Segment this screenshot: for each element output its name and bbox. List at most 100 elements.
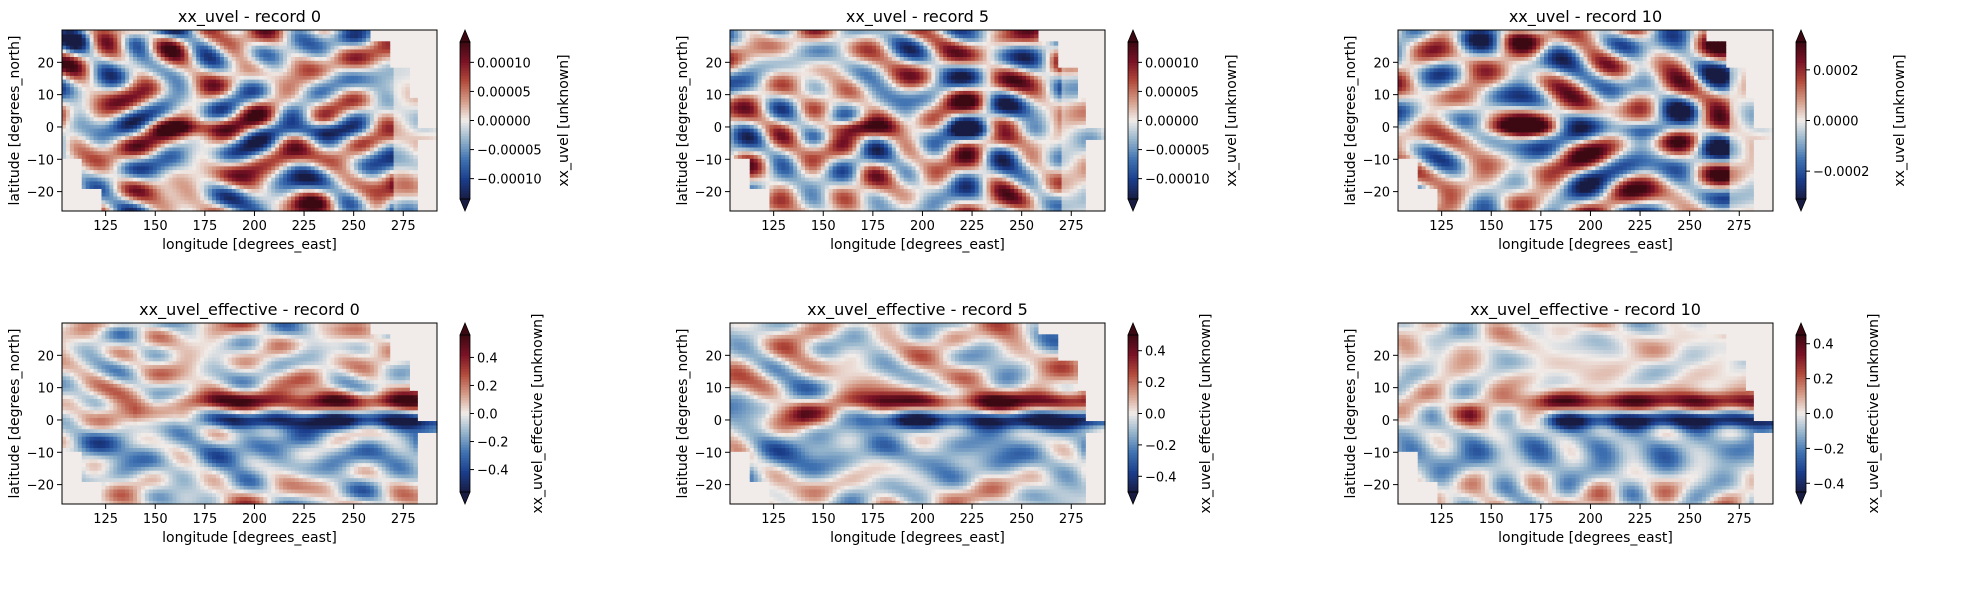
field-cell xyxy=(148,150,154,156)
field-cell xyxy=(196,112,201,118)
field-cell xyxy=(105,188,110,193)
field-cell xyxy=(824,184,830,189)
field-cell xyxy=(1077,203,1082,208)
field-cell xyxy=(105,90,110,95)
field-cell xyxy=(785,180,790,186)
field-cell xyxy=(109,143,114,148)
field-cell xyxy=(239,60,245,65)
field-cell xyxy=(223,37,229,42)
field-cell xyxy=(235,173,241,178)
field-cell xyxy=(62,116,67,122)
field-cell xyxy=(133,124,138,129)
field-cell xyxy=(109,52,114,57)
field-cell xyxy=(306,30,312,35)
field-cell xyxy=(223,94,229,99)
field-cell xyxy=(251,52,257,57)
field-cell xyxy=(986,184,992,189)
field-cell xyxy=(164,67,170,73)
field-cell xyxy=(148,195,154,201)
field-cell xyxy=(393,146,399,152)
field-cell xyxy=(326,165,332,171)
field-cell xyxy=(235,97,241,103)
field-cell xyxy=(369,154,375,159)
field-cell xyxy=(93,177,99,182)
field-cell xyxy=(369,116,375,122)
field-cell xyxy=(377,139,383,144)
field-cell xyxy=(393,158,399,163)
field-cell xyxy=(172,101,178,107)
field-cell xyxy=(192,131,197,137)
field-cell xyxy=(125,180,130,186)
field-cell xyxy=(389,154,395,159)
field-cell xyxy=(184,124,189,129)
field-cell xyxy=(358,33,363,39)
field-cell xyxy=(247,94,253,99)
field-cell xyxy=(413,120,418,125)
field-cell xyxy=(1077,188,1082,193)
field-cell xyxy=(188,94,193,99)
field-cell xyxy=(247,150,253,156)
field-cell xyxy=(133,128,138,133)
field-cell xyxy=(105,105,110,110)
field-cell xyxy=(117,109,122,114)
field-cell xyxy=(231,188,237,193)
field-cell xyxy=(263,82,268,88)
field-cell xyxy=(816,195,822,201)
field-cell xyxy=(275,75,280,80)
field-cell xyxy=(801,195,806,201)
field-cell xyxy=(781,192,786,197)
field-cell xyxy=(168,86,174,91)
field-cell xyxy=(160,192,166,197)
field-cell xyxy=(393,86,399,91)
field-cell xyxy=(283,48,288,54)
field-cell xyxy=(844,180,850,186)
field-cell xyxy=(188,165,193,171)
field-cell xyxy=(62,60,67,65)
field-cell xyxy=(982,177,988,182)
field-cell xyxy=(373,195,379,201)
field-cell xyxy=(200,184,205,189)
field-cell xyxy=(137,188,142,193)
field-cell xyxy=(338,120,343,125)
field-cell xyxy=(184,90,189,95)
field-cell xyxy=(251,173,257,178)
field-cell xyxy=(401,101,407,107)
field-cell xyxy=(192,169,197,174)
field-cell xyxy=(883,177,889,182)
field-cell xyxy=(117,120,122,125)
field-cell xyxy=(405,75,410,80)
field-cell xyxy=(263,177,268,182)
field-cell xyxy=(346,150,351,156)
field-cell xyxy=(133,45,138,50)
field-cell xyxy=(168,154,174,159)
field-cell xyxy=(271,112,276,118)
field-cell xyxy=(294,30,300,35)
colorbar-segment xyxy=(460,180,470,184)
field-cell xyxy=(140,165,146,171)
field-cell xyxy=(137,150,142,156)
field-cell xyxy=(287,101,292,107)
field-cell xyxy=(362,150,367,156)
field-cell xyxy=(401,116,407,122)
field-cell xyxy=(279,169,284,174)
field-cell xyxy=(306,195,312,201)
field-cell xyxy=(876,180,881,186)
field-cell xyxy=(259,90,264,95)
field-cell xyxy=(947,180,952,186)
field-cell xyxy=(330,184,335,189)
field-cell xyxy=(389,135,395,140)
field-cell xyxy=(121,199,126,205)
field-cell xyxy=(113,161,118,167)
field-cell xyxy=(235,180,241,186)
field-cell xyxy=(789,188,794,193)
field-cell xyxy=(322,105,328,110)
field-cell xyxy=(160,79,166,84)
field-cell xyxy=(275,82,280,88)
field-cell xyxy=(373,180,379,186)
field-cell xyxy=(365,71,371,76)
field-cell xyxy=(93,94,99,99)
field-cell xyxy=(334,67,339,73)
field-cell xyxy=(129,195,134,201)
field-cell xyxy=(219,37,225,42)
field-cell xyxy=(227,165,233,171)
